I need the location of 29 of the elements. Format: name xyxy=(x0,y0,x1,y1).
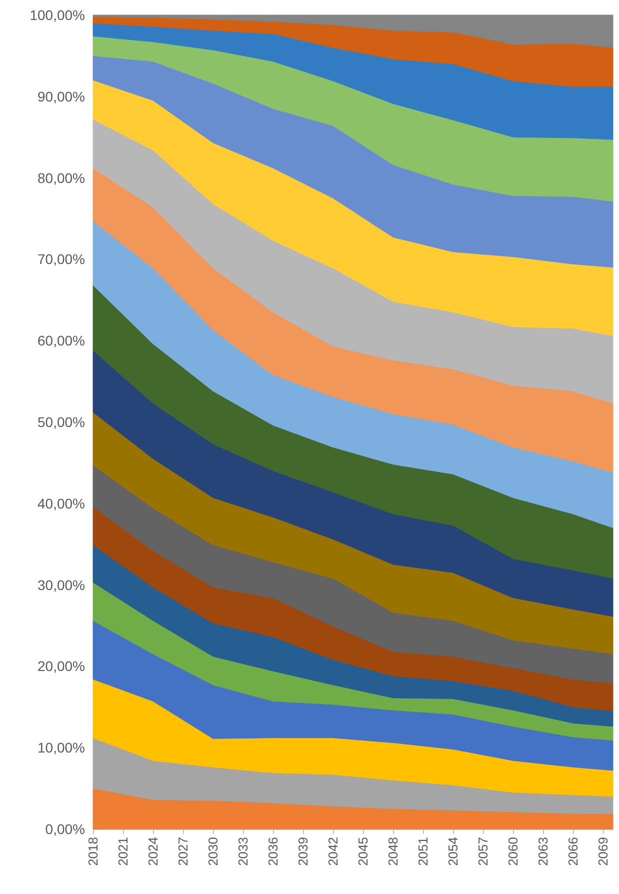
x-tick-label: 2018 xyxy=(86,837,100,866)
x-tick-label: 2057 xyxy=(476,837,490,866)
y-tick-label: 90,00% xyxy=(38,88,85,104)
x-tick-label: 2033 xyxy=(236,837,250,866)
y-tick-label: 50,00% xyxy=(38,414,85,430)
x-tick-label: 2045 xyxy=(356,837,370,866)
x-tick-label: 2066 xyxy=(566,837,580,866)
y-tick-label: 40,00% xyxy=(38,495,85,512)
x-tick-label: 2063 xyxy=(536,837,550,866)
y-tick-label: 0,00% xyxy=(45,821,85,837)
x-tick-label: 2030 xyxy=(206,837,220,866)
y-tick-label: 60,00% xyxy=(38,332,85,349)
x-tick-label: 2042 xyxy=(326,837,340,866)
y-tick-label: 80,00% xyxy=(38,170,85,186)
x-tick-label: 2027 xyxy=(176,837,190,866)
y-tick-label: 30,00% xyxy=(38,576,85,593)
x-tick-label: 2069 xyxy=(596,837,610,866)
x-tick-label: 2039 xyxy=(296,837,310,866)
x-tick-label: 2048 xyxy=(386,837,400,866)
y-tick-label: 20,00% xyxy=(38,658,85,674)
x-tick-label: 2036 xyxy=(266,837,280,866)
y-tick-label: 70,00% xyxy=(38,251,85,268)
y-tick-label: 100,00% xyxy=(30,7,85,23)
x-tick-label: 2060 xyxy=(506,837,520,866)
x-tick-label: 2051 xyxy=(416,837,430,866)
x-tick-label: 2054 xyxy=(446,837,460,866)
y-tick-label: 10,00% xyxy=(38,740,85,756)
x-tick-label: 2021 xyxy=(116,837,130,866)
x-tick-label: 2024 xyxy=(146,837,160,866)
